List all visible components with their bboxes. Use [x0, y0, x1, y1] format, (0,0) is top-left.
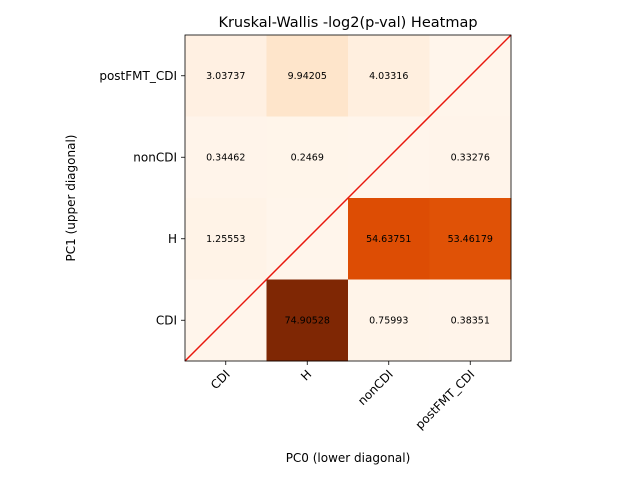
cell-value-label: 4.03316	[369, 71, 408, 82]
cell-value-label: 1.25553	[206, 234, 245, 245]
y-tick-label: postFMT_CDI	[99, 69, 177, 83]
heatmap-cell	[185, 35, 267, 117]
x-tick-label: H	[298, 367, 314, 383]
cell-value-label: 54.63751	[366, 234, 411, 245]
heatmap-cell	[348, 35, 430, 117]
diagonal-line	[184, 34, 512, 362]
y-tick-label: CDI	[156, 313, 177, 327]
x-tick-label: nonCDI	[355, 367, 396, 408]
y-tick-label: H	[168, 232, 177, 246]
x-tick-label: postFMT_CDI	[413, 367, 478, 432]
y-axis-label: PC1 (upper diagonal)	[64, 135, 78, 262]
heatmap-cell	[429, 279, 512, 362]
y-tick-label: nonCDI	[133, 150, 177, 164]
x-tick-label: CDI	[208, 367, 233, 392]
heatmap-cell	[348, 279, 430, 362]
chart-title: Kruskal-Wallis -log2(p-val) Heatmap	[218, 15, 477, 31]
heatmap-cell	[266, 35, 349, 117]
plot-frame	[184, 34, 512, 362]
cell-value-label: 74.90528	[285, 315, 330, 326]
cell-value-label: 0.33276	[451, 152, 490, 163]
heatmap-cell	[348, 198, 430, 280]
cell-value-label: 0.38351	[451, 315, 490, 326]
cell-labels: 3.03737 9.94205 4.03316 0.34462 0.2469 0.3327…	[206, 71, 493, 327]
cell-value-label: 9.94205	[288, 71, 327, 82]
cell-value-label: 0.75993	[369, 315, 408, 326]
cell-value-label: 0.2469	[291, 152, 324, 163]
heatmap-cell	[429, 116, 512, 199]
heatmap-cell	[266, 279, 349, 362]
cell-value-label: 0.34462	[206, 152, 245, 163]
cell-value-label: 53.46179	[448, 234, 493, 245]
cell-value-label: 3.03737	[206, 71, 245, 82]
heatmap-cell	[266, 116, 349, 199]
heatmap-cell	[185, 116, 267, 199]
heatmap-cell	[429, 198, 512, 280]
x-axis-label: PC0 (lower diagonal)	[286, 451, 411, 465]
heatmap-cell	[185, 198, 267, 280]
